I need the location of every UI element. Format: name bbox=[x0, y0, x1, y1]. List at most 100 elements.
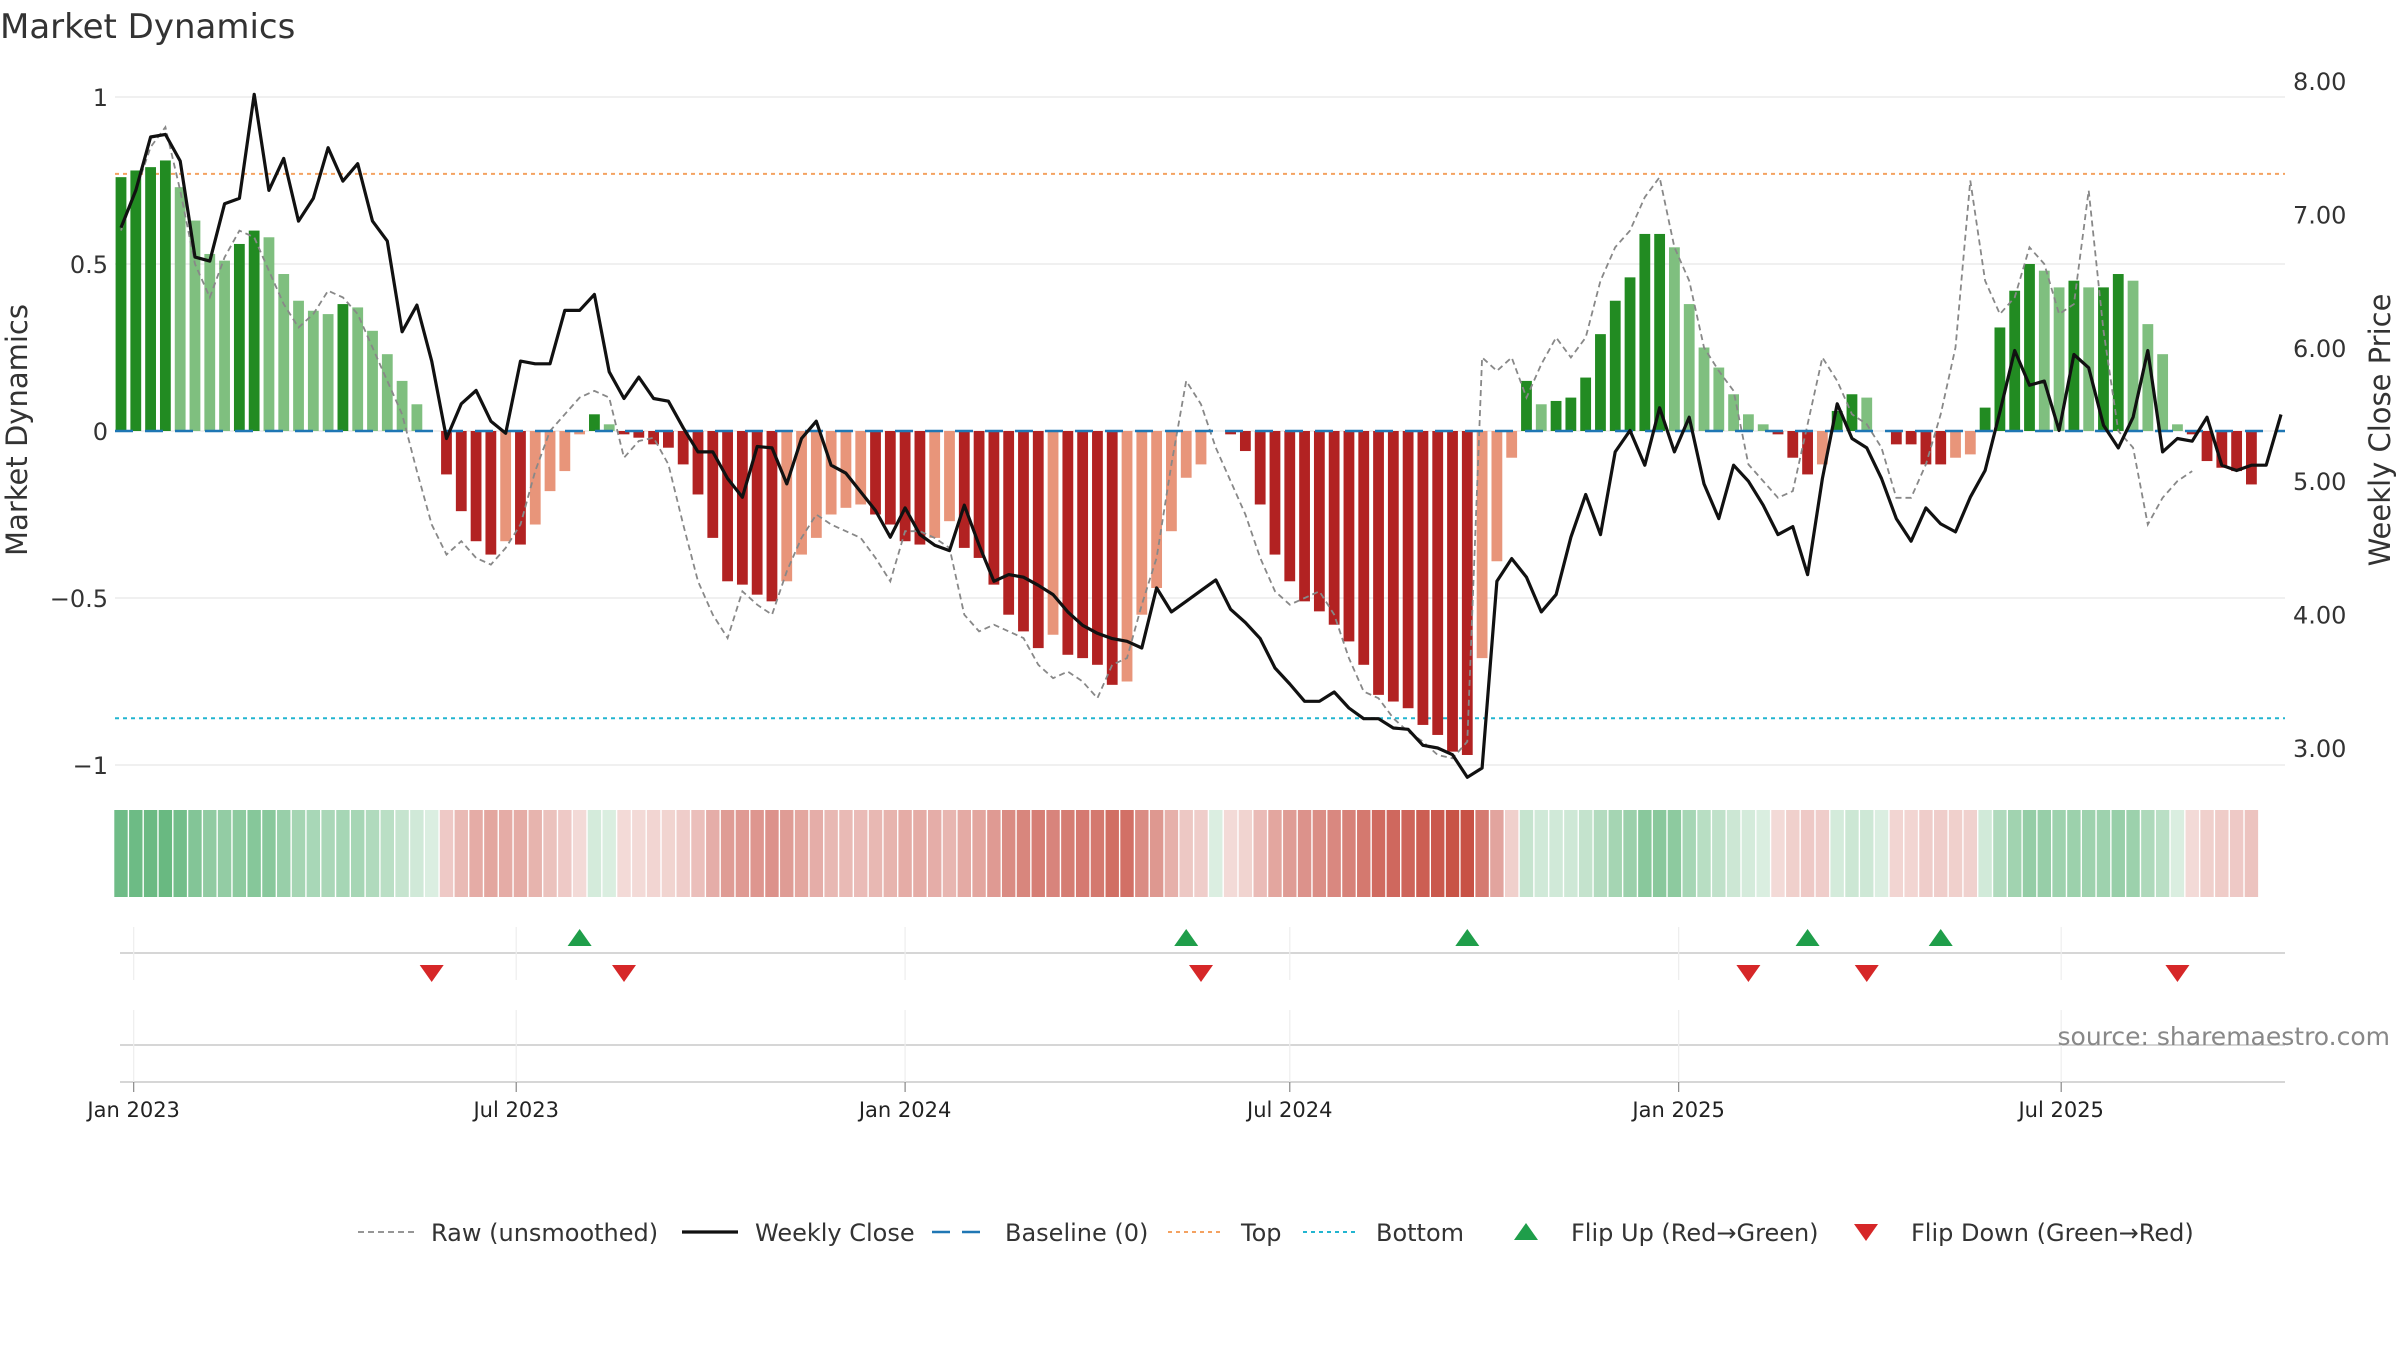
dynamics-bar bbox=[2231, 431, 2243, 472]
legend-label: Baseline (0) bbox=[1005, 1219, 1148, 1247]
heat-strip-cell bbox=[1046, 810, 1060, 897]
dynamics-bar bbox=[1387, 431, 1399, 702]
dynamics-bar bbox=[1225, 431, 1236, 435]
heat-strip-cell bbox=[129, 810, 143, 897]
heat-strip-cell bbox=[735, 810, 750, 897]
dynamics-bar bbox=[529, 431, 541, 525]
flip-events-panel bbox=[120, 927, 2285, 982]
dynamics-bar bbox=[1683, 304, 1695, 431]
dynamics-bar bbox=[1284, 431, 1296, 582]
dynamics-bar bbox=[1905, 431, 1917, 445]
dynamics-bar bbox=[1964, 431, 1976, 455]
legend-label: Flip Down (Green→Red) bbox=[1911, 1219, 2194, 1247]
heat-strip-cell bbox=[1963, 810, 1978, 897]
dynamics-bar bbox=[1580, 377, 1592, 431]
heat-strip-cell bbox=[203, 810, 217, 897]
dynamics-bar bbox=[633, 431, 645, 438]
dynamics-bar bbox=[1565, 397, 1577, 431]
heat-strip-cell bbox=[1268, 810, 1282, 897]
dynamics-bar bbox=[840, 431, 852, 508]
dynamics-bar bbox=[1032, 431, 1044, 649]
heat-strip-cell bbox=[2141, 810, 2155, 897]
heat-strip-cell bbox=[2126, 810, 2140, 897]
heat-strip-cell bbox=[1934, 810, 1948, 897]
dynamics-bar bbox=[441, 431, 452, 475]
y-left-tick-label: −0.5 bbox=[50, 585, 108, 613]
dynamics-bar bbox=[1639, 233, 1651, 431]
dynamics-bar bbox=[1417, 431, 1429, 725]
heat-strip-cell bbox=[1682, 810, 1696, 897]
heat-strip-cell bbox=[1149, 810, 1164, 897]
dynamics-bar bbox=[899, 431, 911, 542]
heat-strip-cell bbox=[913, 810, 927, 897]
heat-strip-cell bbox=[1001, 810, 1016, 897]
y-right-tick-label: 6.00 bbox=[2293, 335, 2346, 363]
heat-strip-cell bbox=[262, 810, 276, 897]
heat-strip-cell bbox=[1919, 810, 1933, 897]
heat-strip-cell bbox=[1623, 810, 1637, 897]
dynamics-bar bbox=[1506, 431, 1518, 458]
dynamics-bar bbox=[692, 431, 704, 495]
heat-strip-cell bbox=[2244, 810, 2259, 897]
dynamics-bar bbox=[367, 330, 378, 431]
heat-strip-cell bbox=[469, 810, 483, 897]
dynamics-bar bbox=[2246, 431, 2257, 485]
dynamics-bar bbox=[307, 310, 319, 431]
dynamics-bar bbox=[825, 431, 837, 515]
dynamics-bar bbox=[130, 170, 142, 432]
dynamics-bar bbox=[1772, 431, 1784, 435]
heat-strip-cell bbox=[2008, 810, 2022, 897]
heat-strip-cell bbox=[1756, 810, 1770, 897]
dynamics-bar bbox=[1062, 431, 1074, 655]
x-tick-label: Jan 2025 bbox=[1630, 1098, 1725, 1122]
dynamics-bar bbox=[1491, 431, 1503, 562]
heat-strip-cell bbox=[1135, 810, 1149, 897]
dynamics-bar bbox=[159, 160, 171, 431]
heat-strip-cell bbox=[1593, 810, 1608, 897]
axis-ticks: 1 0.5 0 −0.5 −1 8.00 7.00 6.00 5.00 4.00 3.00 bbox=[50, 68, 2347, 780]
heat-strip-cell bbox=[617, 810, 631, 897]
heat-strip-cell bbox=[750, 810, 764, 897]
dynamics-bar bbox=[115, 177, 127, 431]
heat-strip-cell bbox=[1061, 810, 1075, 897]
heat-strip-cell bbox=[217, 810, 232, 897]
dynamics-bar bbox=[589, 414, 600, 431]
dynamics-bar bbox=[1373, 431, 1384, 695]
dynamics-bar bbox=[1624, 277, 1636, 431]
heat-strip-cell bbox=[558, 810, 572, 897]
legend-label: Flip Up (Red→Green) bbox=[1571, 1219, 1819, 1247]
dynamics-bar bbox=[1950, 431, 1961, 458]
dynamics-bar bbox=[1077, 431, 1089, 659]
dynamics-bar bbox=[2142, 324, 2154, 431]
heat-strip-cell bbox=[1697, 810, 1711, 897]
heat-strip-cell bbox=[942, 810, 957, 897]
heat-strip-cell bbox=[2229, 810, 2244, 897]
dynamics-bar bbox=[1698, 347, 1710, 431]
dynamics-bar bbox=[2172, 424, 2183, 431]
flip-down-marker bbox=[612, 965, 637, 982]
dynamics-bar bbox=[1595, 334, 1606, 431]
heat-strip-cell bbox=[2052, 810, 2066, 897]
heat-strip-cell bbox=[2022, 810, 2037, 897]
heat-strip-cell bbox=[2067, 810, 2081, 897]
heat-strip-cell bbox=[661, 810, 676, 897]
dynamics-bar bbox=[663, 431, 674, 448]
dynamics-bar bbox=[470, 431, 482, 542]
heat-strip-cell bbox=[809, 810, 824, 897]
flip-up-marker bbox=[1174, 929, 1199, 946]
heat-strip-cell bbox=[2037, 810, 2051, 897]
y-left-axis-label: Market Dynamics bbox=[0, 304, 34, 556]
dynamics-bar bbox=[574, 431, 586, 435]
dynamics-bar bbox=[1609, 300, 1621, 431]
dynamics-bar bbox=[2083, 287, 2095, 431]
heat-strip-cell bbox=[1549, 810, 1563, 897]
heat-strip-cell bbox=[854, 810, 868, 897]
heat-strip-cell bbox=[158, 810, 173, 897]
dynamics-bar bbox=[233, 243, 245, 431]
heat-strip-cell bbox=[1578, 810, 1593, 897]
heat-strip-cell bbox=[780, 810, 794, 897]
dynamics-bar bbox=[145, 167, 156, 431]
heat-strip-cell bbox=[1608, 810, 1622, 897]
flip-up-marker bbox=[567, 929, 592, 946]
